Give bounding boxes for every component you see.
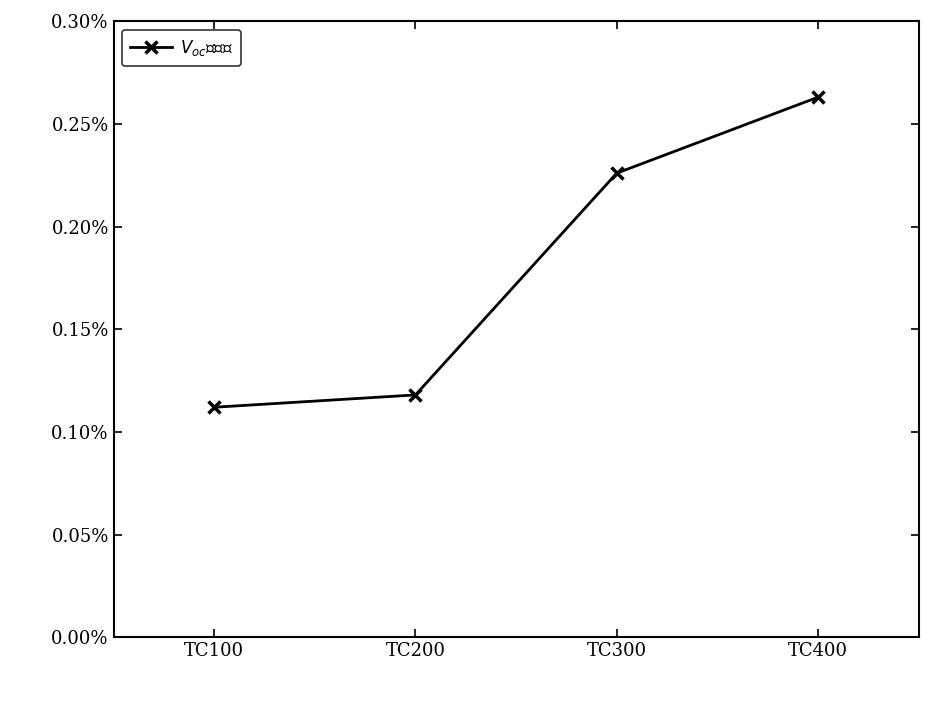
Legend: $\mathit{V}_{oc}$衰减率: $\mathit{V}_{oc}$衰减率 [122,30,241,67]
